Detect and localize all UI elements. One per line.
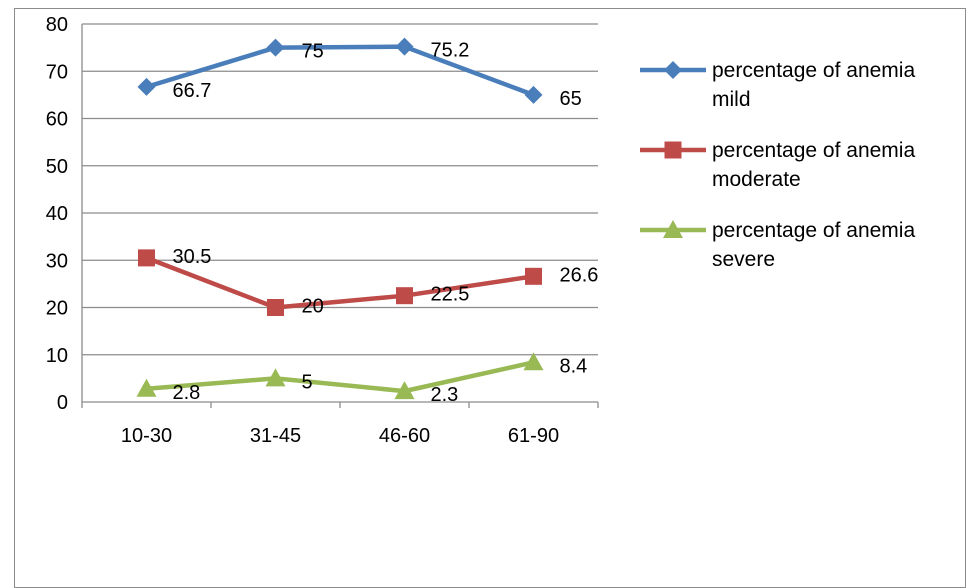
axes	[81, 24, 599, 408]
legend-label-line1: percentage of anemia	[712, 139, 915, 162]
legend-label-line1: percentage of anemia	[712, 219, 915, 242]
data-point-moderate	[138, 249, 155, 267]
series-line-severe	[146, 360, 534, 394]
series-line-mild	[145, 44, 535, 97]
data-label-severe: 2.3	[431, 384, 459, 406]
data-label-severe: 2.8	[173, 382, 201, 404]
data-label-mild: 75.2	[431, 40, 470, 62]
legend: percentage of anemia mild percentage of an…	[640, 59, 915, 271]
x-tick-label: 61-90	[508, 425, 559, 447]
data-point-severe	[523, 352, 544, 371]
data-point-mild	[395, 37, 414, 56]
legend-marker-moderate	[664, 141, 682, 159]
data-point-severe	[394, 381, 415, 400]
data-label-mild: 75	[302, 41, 324, 63]
y-tick-label: 20	[46, 298, 68, 320]
series-line-moderate	[145, 255, 534, 310]
y-tick-label: 40	[46, 203, 68, 225]
legend-marker-mild	[664, 61, 682, 79]
data-labels: 66.7 75 75.2 65 30.5 20 22.5 26.6 2.8 5 2.3 8.4	[173, 40, 599, 406]
data-point-mild	[137, 77, 156, 96]
x-tick-label: 46-60	[379, 425, 430, 447]
data-point-severe	[265, 368, 286, 387]
legend-label-line2: mild	[712, 88, 751, 111]
x-axis-tick-labels: 10-30 31-45 46-60 61-90	[121, 425, 559, 447]
data-point-moderate	[267, 299, 284, 316]
series-lines	[136, 37, 544, 400]
y-tick-label: 10	[46, 345, 68, 367]
y-tick-label: 0	[57, 392, 68, 414]
y-tick-label: 70	[46, 61, 68, 83]
data-label-mild: 65	[560, 88, 582, 110]
y-tick-label: 50	[46, 156, 68, 178]
y-tick-label: 80	[46, 14, 68, 36]
data-label-severe: 5	[302, 371, 313, 393]
data-label-moderate: 20	[302, 296, 324, 318]
y-tick-label: 60	[46, 109, 68, 131]
legend-label-line2: severe	[712, 248, 775, 271]
data-label-mild: 66.7	[173, 80, 212, 102]
y-axis-tick-labels: 0 10 20 30 40 50 60 70 80	[46, 14, 68, 414]
x-tick-label: 10-30	[121, 425, 172, 447]
data-point-moderate	[525, 267, 542, 285]
data-label-severe: 8.4	[560, 355, 588, 377]
y-tick-label: 30	[46, 250, 68, 272]
x-tick-label: 31-45	[250, 425, 301, 447]
legend-label-line1: percentage of anemia	[712, 59, 915, 82]
data-point-severe	[136, 378, 157, 397]
data-point-mild	[266, 38, 285, 57]
legend-label-line2: moderate	[712, 168, 801, 191]
data-point-mild	[524, 85, 543, 104]
gridlines	[82, 23, 598, 356]
data-label-moderate: 22.5	[431, 284, 470, 306]
data-label-moderate: 30.5	[173, 246, 212, 268]
data-label-moderate: 26.6	[560, 264, 599, 286]
data-point-moderate	[396, 287, 413, 305]
legend-marker-severe	[663, 220, 683, 238]
